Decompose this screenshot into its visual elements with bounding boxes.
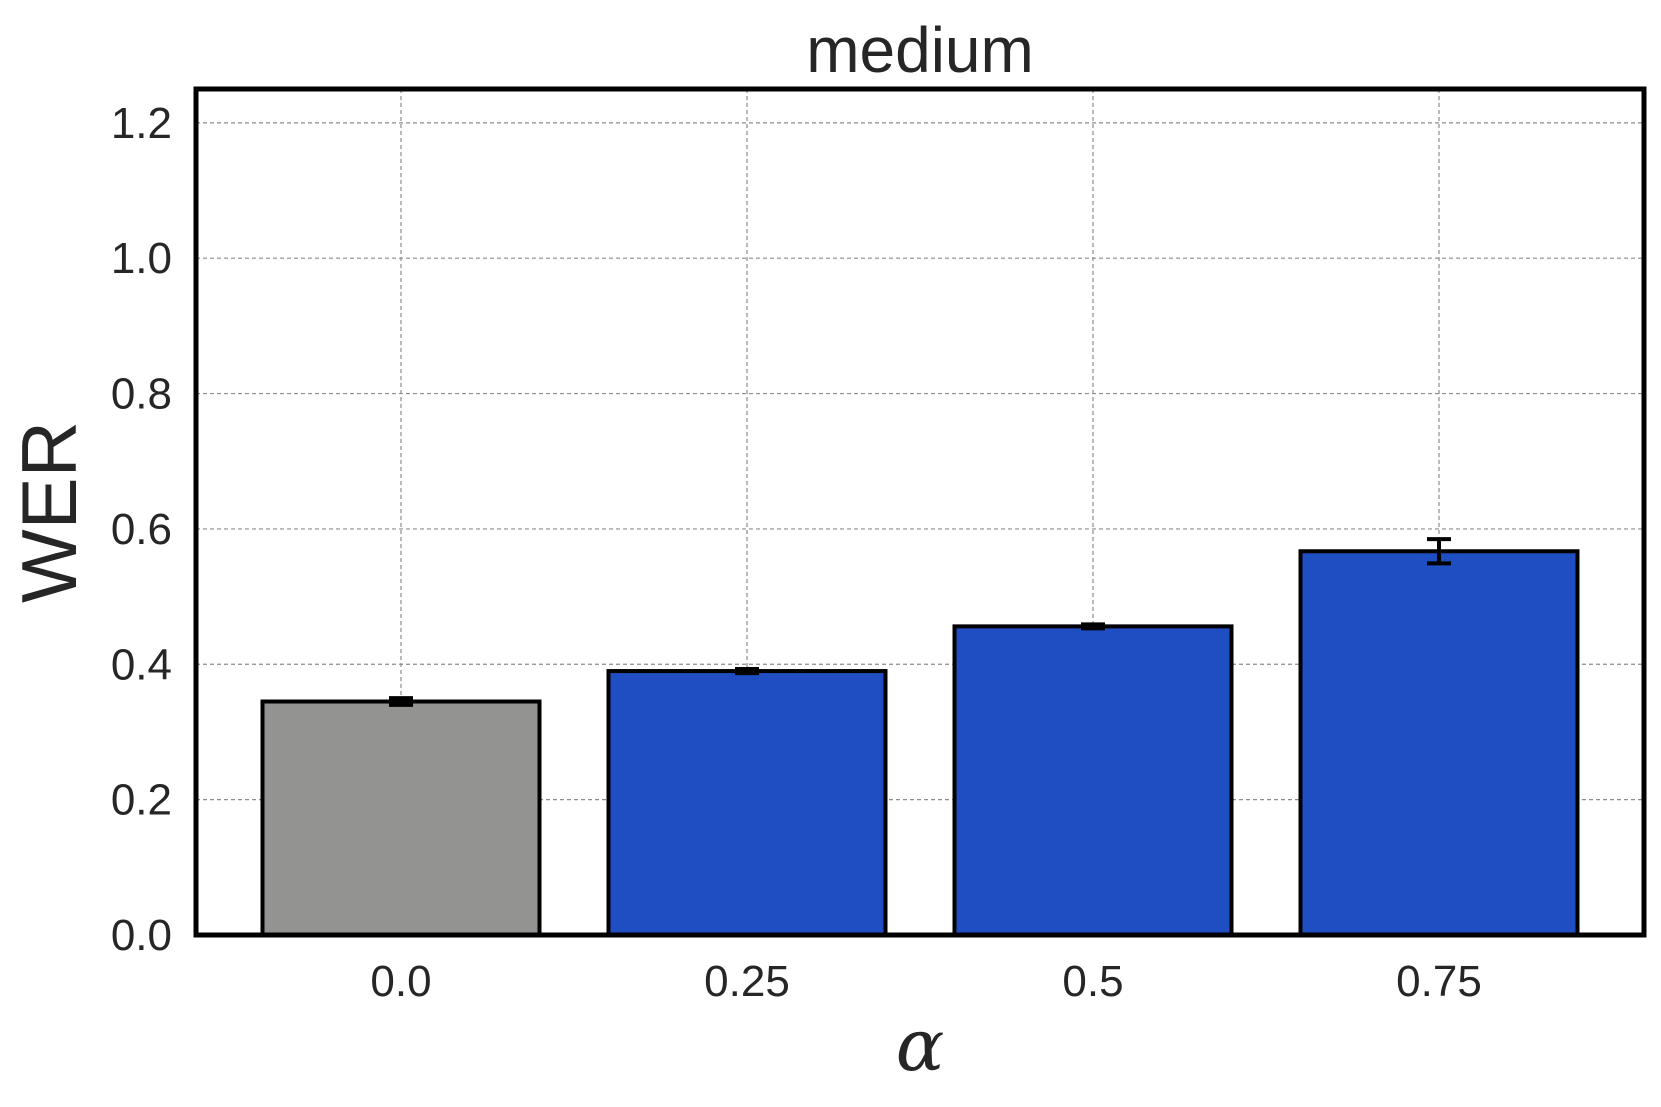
bar	[952, 624, 1234, 937]
y-tick-label: 1.2	[111, 99, 172, 148]
error-bars-group	[389, 537, 1451, 707]
y-tick-labels: 0.0 0.2 0.4 0.6 0.8 1.0 1.2	[111, 99, 172, 960]
x-tick-label: 0.0	[370, 957, 431, 1006]
bar	[1298, 549, 1580, 937]
y-axis-label: WER	[5, 421, 93, 603]
x-tick-label: 0.25	[704, 957, 790, 1006]
plot-frame	[193, 86, 1647, 938]
y-tick-label: 0.8	[111, 370, 172, 419]
y-tick-label: 0.6	[111, 505, 172, 554]
grid-lines	[196, 89, 1644, 935]
y-tick-label: 1.0	[111, 234, 172, 283]
y-tick-label: 0.2	[111, 776, 172, 825]
bar	[260, 699, 542, 938]
x-axis-label: α	[896, 1003, 945, 1087]
y-tick-label: 0.4	[111, 640, 172, 689]
x-tick-label: 0.5	[1062, 957, 1123, 1006]
x-tick-label: 0.75	[1396, 957, 1482, 1006]
y-tick-label: 0.0	[111, 911, 172, 960]
bars-group	[260, 549, 1580, 938]
x-tick-labels: 0.0 0.25 0.5 0.75	[370, 957, 1481, 1006]
bar	[606, 669, 888, 937]
chart-title: medium	[806, 14, 1034, 86]
